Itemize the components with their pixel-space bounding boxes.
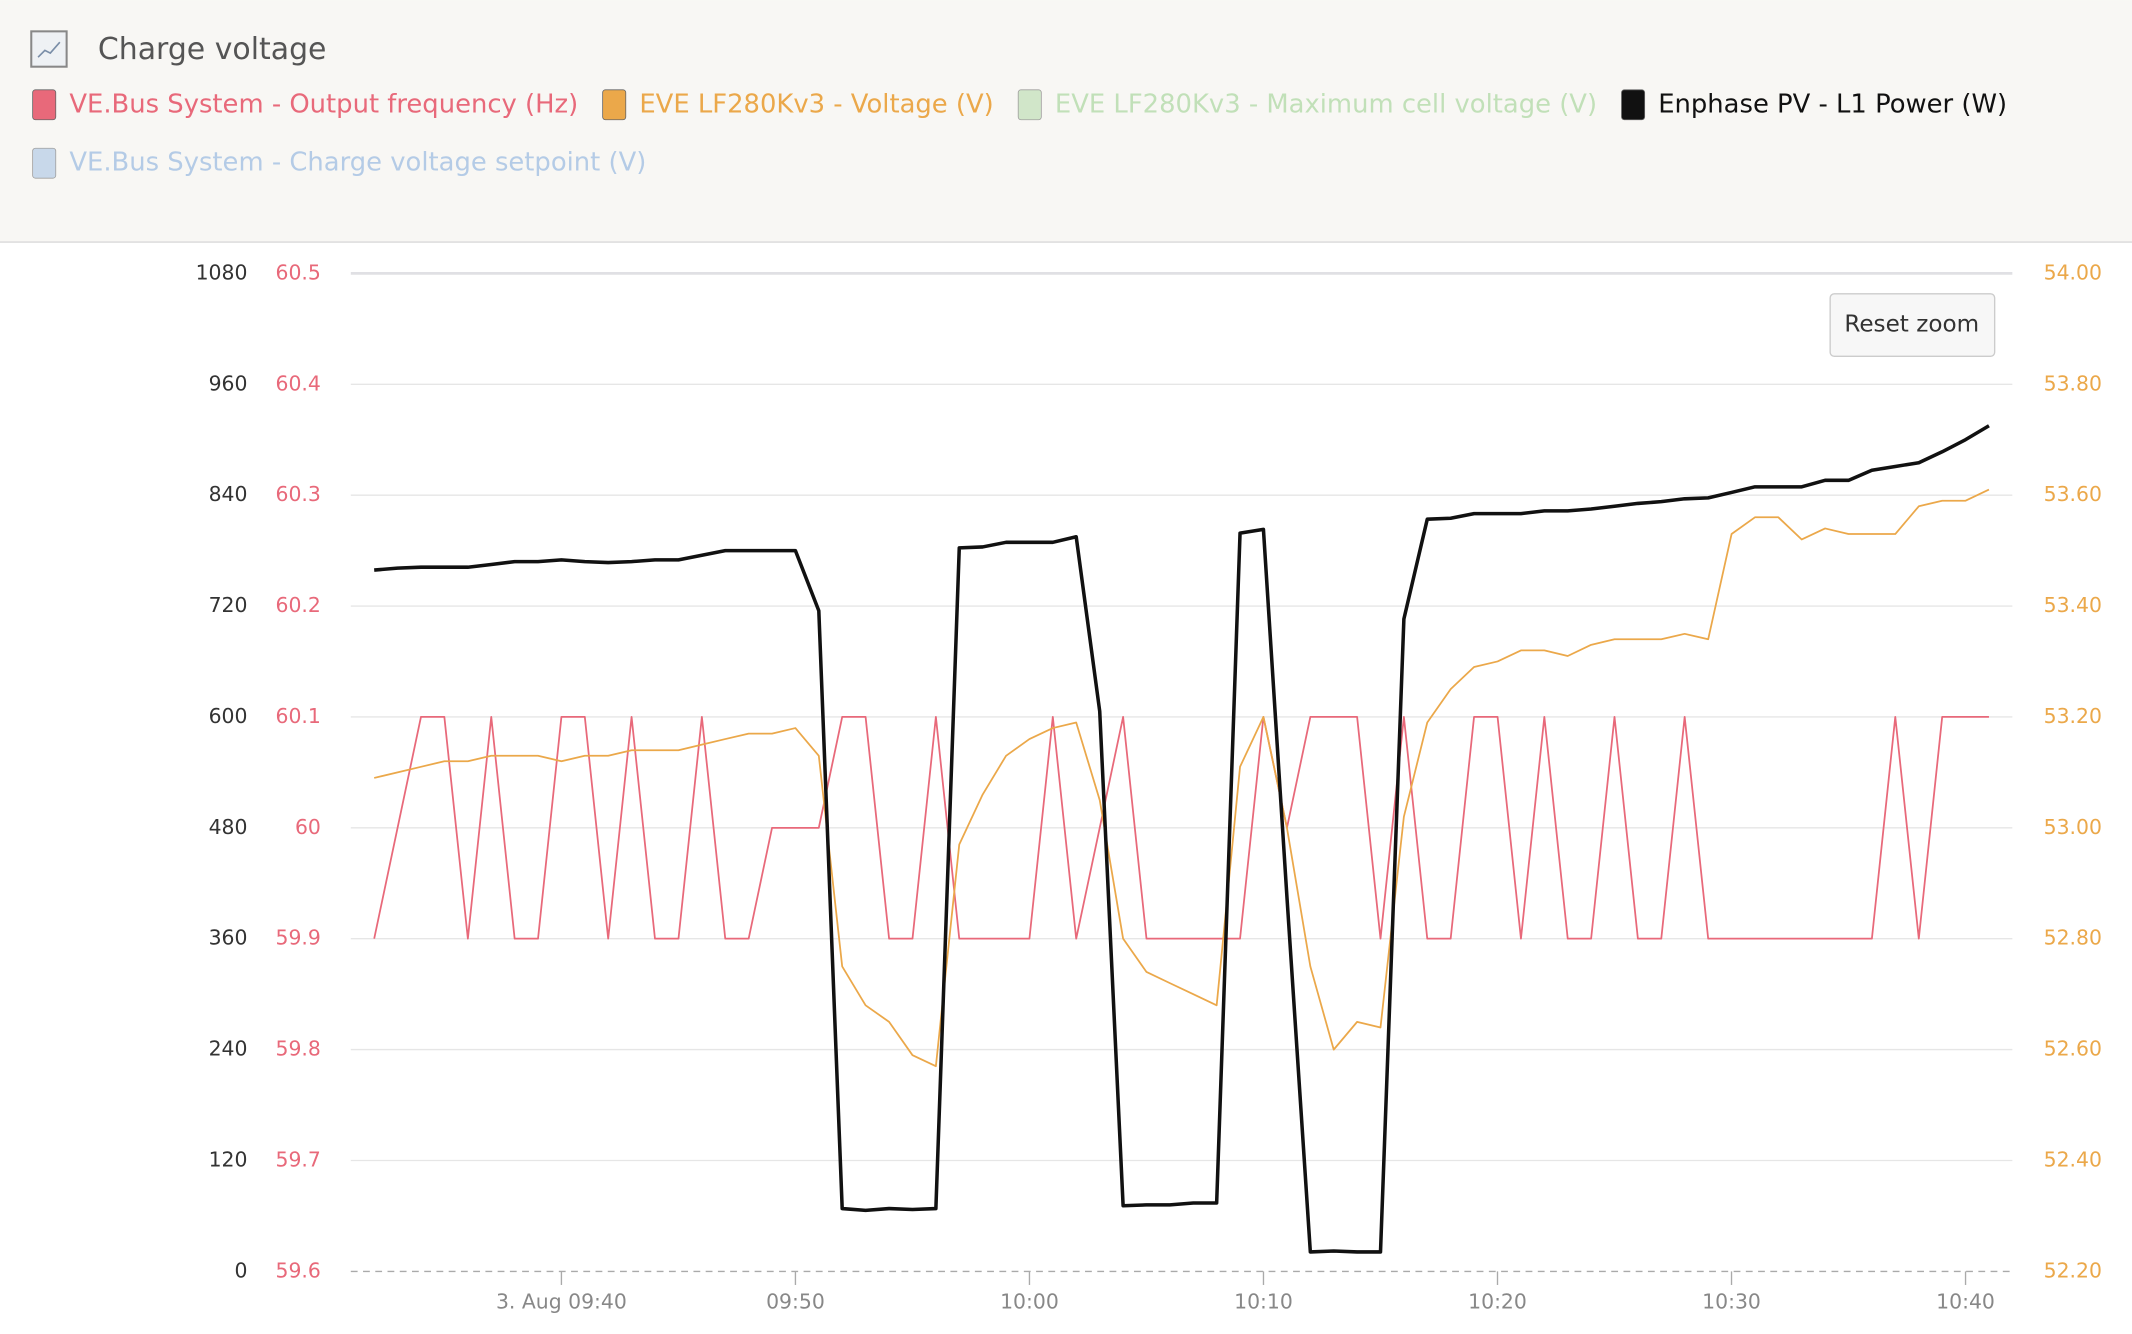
- x-tick-label: 3. Aug 09:40: [496, 1290, 627, 1314]
- legend-label: Enphase PV - L1 Power (W): [1658, 89, 2007, 119]
- legend-label: EVE LF280Kv3 - Maximum cell voltage (V): [1055, 89, 1597, 119]
- y3-tick-label: 52.60: [2044, 1037, 2102, 1061]
- y2-tick-label: 60.1: [276, 704, 321, 728]
- y3-tick-label: 53.60: [2044, 482, 2102, 506]
- y-tick-label: 840: [209, 482, 248, 506]
- y-tick-label: 240: [209, 1037, 248, 1061]
- series-line: [373, 488, 1990, 1068]
- y-tick-label: 120: [209, 1147, 248, 1171]
- legend: VE.Bus System - Output frequency (Hz) EVE…: [32, 89, 2007, 179]
- header-bg: [0, 0, 2132, 243]
- y-tick-label: 600: [209, 704, 248, 728]
- y-tick-label: 1080: [196, 260, 248, 284]
- title: Charge voltage: [98, 32, 327, 67]
- x-tick-label: 10:30: [1702, 1290, 1761, 1314]
- legend-icon: [602, 89, 627, 121]
- y-tick-label: 0: [234, 1258, 247, 1282]
- series-line: [374, 424, 1990, 1254]
- y3-tick-label: 52.20: [2044, 1258, 2102, 1282]
- y-tick-label: 480: [209, 815, 248, 839]
- reset-zoom-button[interactable]: Reset zoom: [1829, 293, 1996, 357]
- series-line: [373, 716, 1989, 940]
- x-tick-label: 10:10: [1234, 1290, 1293, 1314]
- y2-tick-label: 59.6: [276, 1258, 321, 1282]
- y2-tick-label: 60.3: [276, 482, 321, 506]
- button-bg[interactable]: [1829, 293, 1996, 357]
- y2-tick-label: 60.5: [276, 260, 321, 284]
- x-tick-label: 09:50: [766, 1290, 825, 1314]
- legend-icon: [32, 89, 57, 121]
- y2-tick-label: 60.2: [276, 593, 321, 617]
- x-tick-label: 10:00: [1000, 1290, 1059, 1314]
- chart-icon: [30, 30, 68, 68]
- y2-tick-label: 59.9: [276, 926, 321, 950]
- y3-tick-label: 52.80: [2044, 926, 2102, 950]
- legend-label: EVE LF280Kv3 - Voltage (V): [639, 89, 993, 119]
- y-tick-label: 360: [209, 926, 248, 950]
- y3-tick-label: 54.00: [2044, 260, 2102, 284]
- y2-tick-label: 59.8: [276, 1037, 321, 1061]
- y3-tick-label: 53.40: [2044, 593, 2102, 617]
- y-tick-label: 960: [209, 371, 248, 395]
- legend-icon: [1621, 89, 1646, 121]
- y3-tick-label: 53.80: [2044, 371, 2102, 395]
- y2-tick-label: 60.4: [276, 371, 321, 395]
- legend-label: VE.Bus System - Output frequency (Hz): [69, 89, 578, 119]
- legend-icon: [1017, 89, 1042, 121]
- button-label[interactable]: Reset zoom: [1844, 312, 1979, 338]
- y2-tick-label: 59.7: [276, 1147, 321, 1171]
- legend-label: VE.Bus System - Charge voltage setpoint …: [69, 148, 646, 178]
- x-tick-label: 10:20: [1468, 1290, 1527, 1314]
- y3-tick-label: 53.20: [2044, 704, 2102, 728]
- plot: 0 120 240 360 480 600 720 840 960 1080 59.6 59.7 59.…: [196, 260, 2102, 1313]
- y3-tick-label: 52.40: [2044, 1147, 2102, 1171]
- x-tick-label: 10:40: [1936, 1290, 1995, 1314]
- y-tick-label: 720: [209, 593, 248, 617]
- legend-icon: [32, 147, 57, 179]
- y2-tick-label: 60: [295, 815, 321, 839]
- y3-tick-label: 53.00: [2044, 815, 2102, 839]
